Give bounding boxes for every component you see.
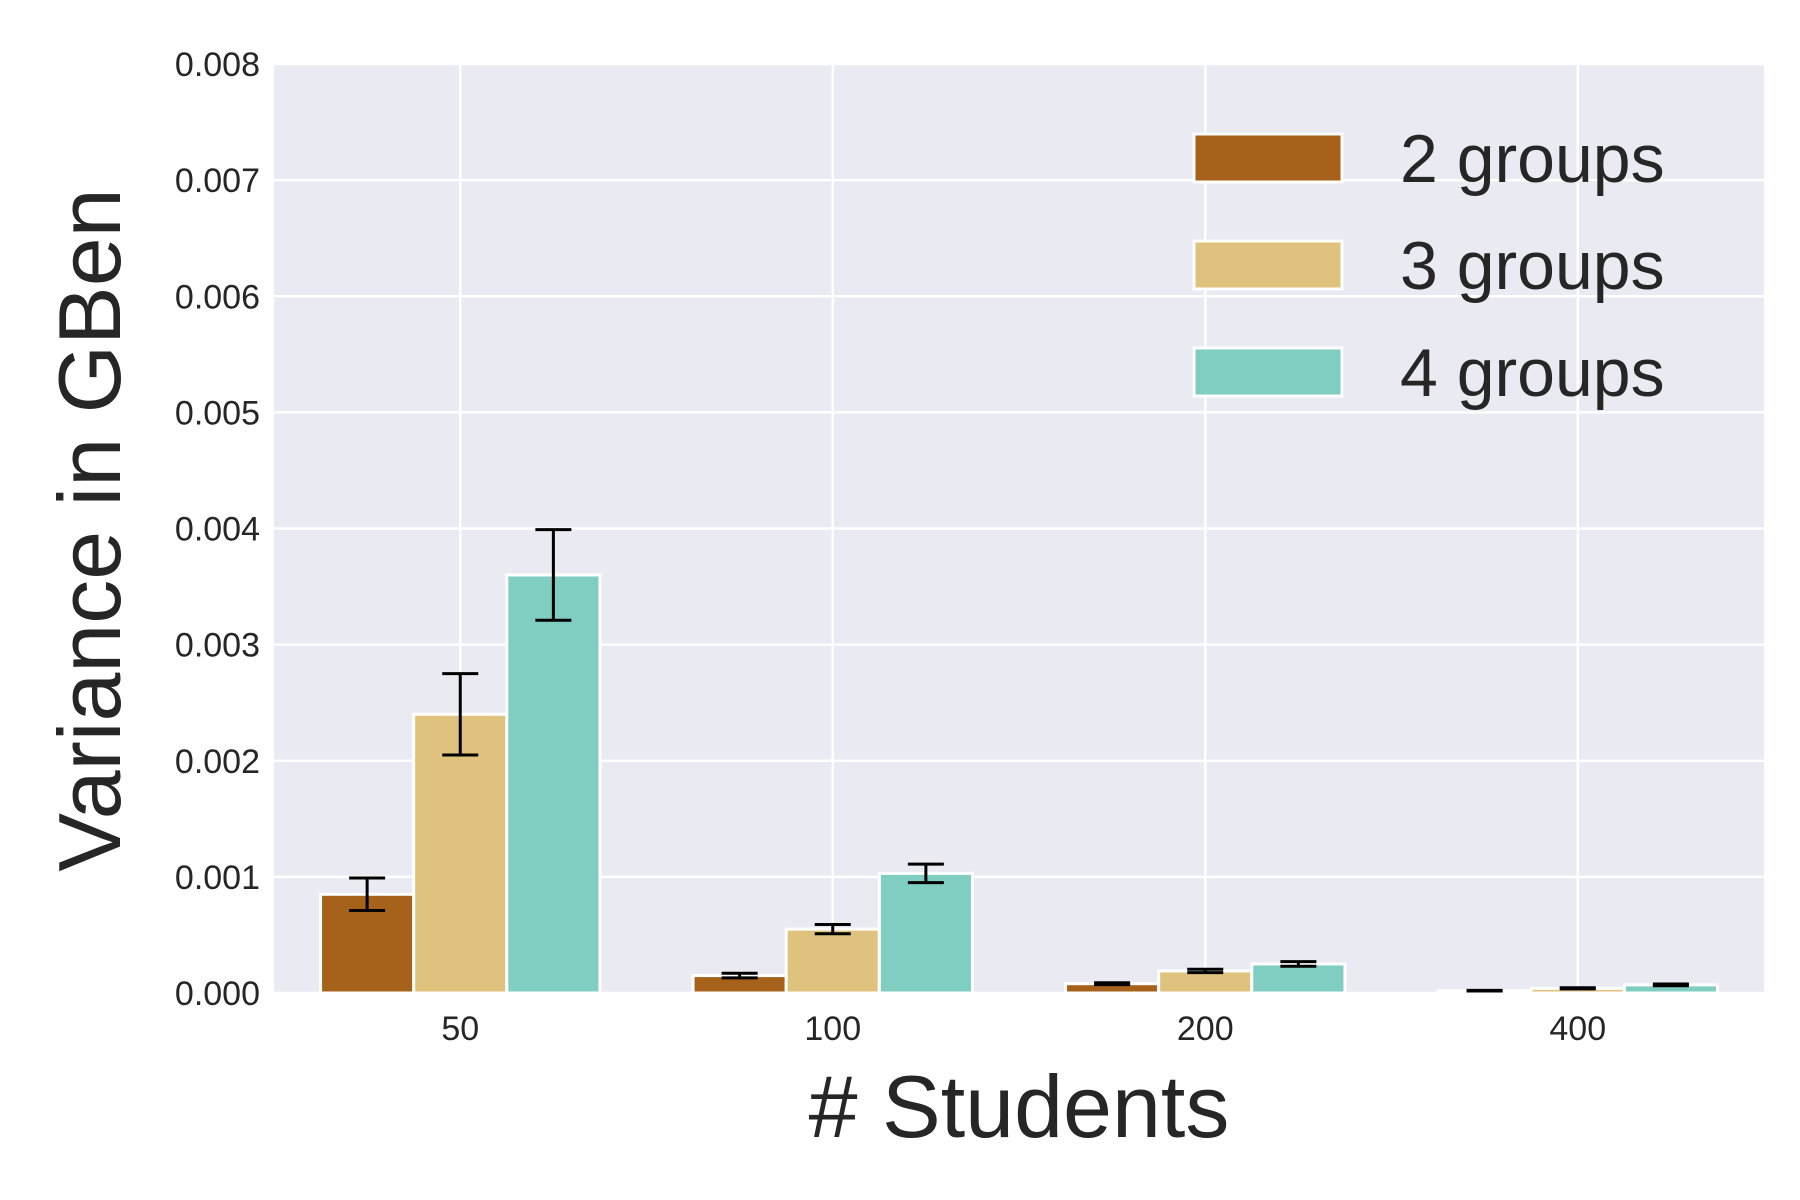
- error-bar: [721, 971, 758, 980]
- legend-swatch: [1192, 132, 1344, 184]
- legend-item: 4 groups: [1192, 335, 1665, 411]
- legend-swatch: [1192, 239, 1344, 291]
- y-tick-label: 0.004: [175, 511, 260, 549]
- x-tick-label: 100: [804, 1010, 861, 1048]
- error-bar: [1094, 981, 1131, 987]
- y-tick-label: 0.007: [175, 162, 260, 200]
- bar: [784, 927, 881, 995]
- bar: [1250, 962, 1347, 995]
- x-tick-label: 400: [1549, 1010, 1606, 1048]
- error-bar: [349, 876, 386, 913]
- error-bar: [442, 672, 479, 757]
- bar: [319, 892, 416, 995]
- y-tick-label: 0.006: [175, 278, 260, 316]
- error-bar: [1280, 960, 1317, 968]
- y-tick-label: 0.001: [175, 859, 260, 897]
- x-axis-title: # Students: [809, 1057, 1230, 1156]
- x-tick-label: 50: [441, 1010, 479, 1048]
- error-bar: [1187, 967, 1224, 975]
- legend-label: 2 groups: [1400, 121, 1665, 197]
- legend-swatch: [1192, 346, 1344, 398]
- bar: [505, 573, 602, 995]
- error-bar: [814, 922, 851, 936]
- legend-item: 3 groups: [1192, 228, 1665, 304]
- legend: 2 groups 3 groups 4 groups: [1192, 121, 1665, 411]
- error-bar: [1466, 988, 1503, 993]
- bar: [1157, 969, 1254, 995]
- error-bar: [1652, 982, 1689, 988]
- error-bar: [535, 528, 572, 622]
- y-tick-label: 0.003: [175, 627, 260, 665]
- x-tick-label: 200: [1177, 1010, 1234, 1048]
- bar: [877, 871, 974, 995]
- error-bars: [349, 528, 1689, 993]
- y-tick-label: 0.002: [175, 743, 260, 781]
- legend-label: 3 groups: [1400, 228, 1665, 304]
- legend-item: 2 groups: [1192, 121, 1665, 197]
- error-bar: [907, 862, 944, 885]
- y-tick-label: 0.000: [175, 975, 260, 1013]
- error-bar: [1559, 986, 1596, 991]
- legend-label: 4 groups: [1400, 335, 1665, 411]
- y-tick-label: 0.005: [175, 394, 260, 432]
- y-axis-ticks: 0.000 0.001 0.002 0.003 0.004 0.005 0.006 0.007…: [175, 46, 260, 1013]
- y-axis-title: Variance in GBen: [40, 188, 139, 871]
- y-tick-label: 0.008: [175, 46, 260, 84]
- x-axis-ticks: 50 100 200 400: [441, 1010, 1606, 1048]
